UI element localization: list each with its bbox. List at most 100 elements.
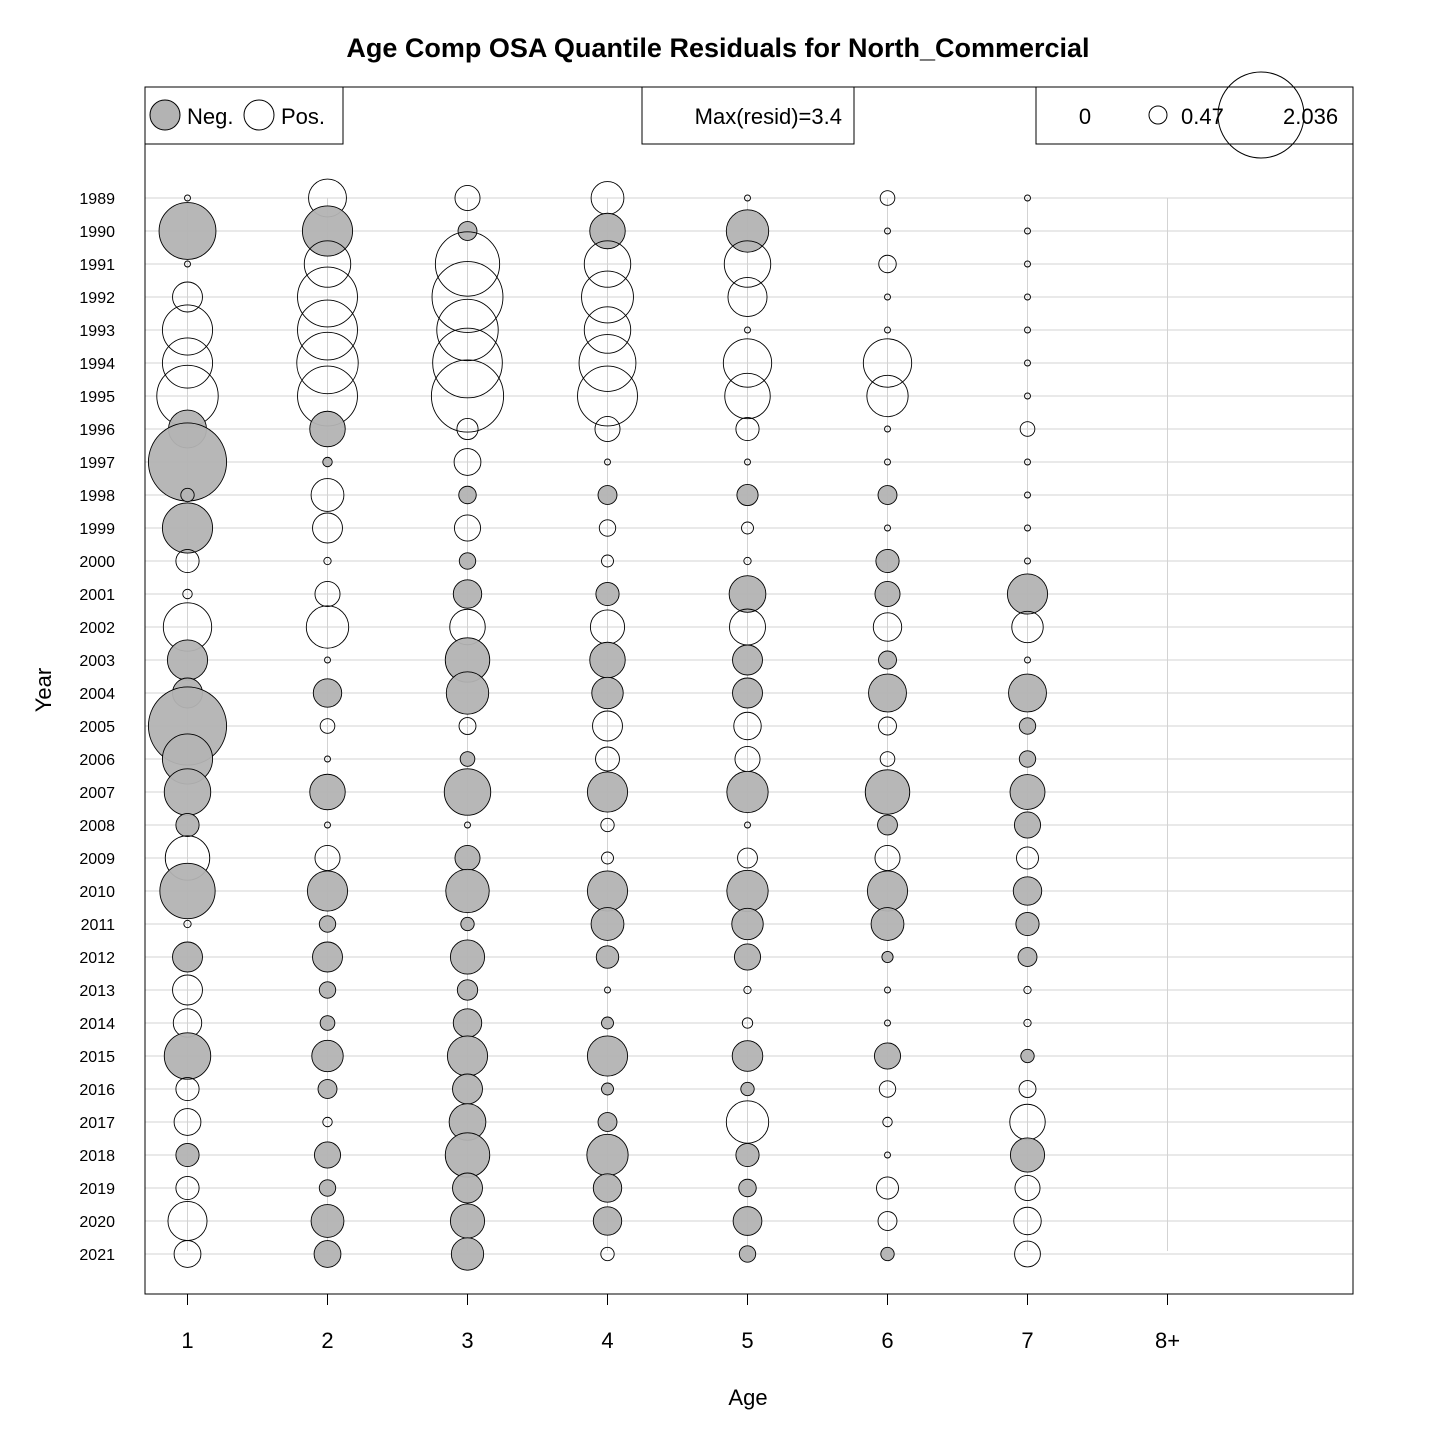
legend-pos-label: Pos. bbox=[281, 104, 325, 129]
bubble-positive bbox=[1023, 1018, 1032, 1028]
bubble-positive bbox=[296, 331, 359, 395]
bubble-negative bbox=[445, 671, 490, 715]
bubble-positive bbox=[175, 1076, 200, 1102]
bubble-negative bbox=[1017, 947, 1038, 967]
y-tick-label: 2015 bbox=[79, 1049, 115, 1066]
bubble-positive bbox=[184, 194, 191, 202]
bubble-negative bbox=[458, 485, 477, 505]
bubble-negative bbox=[457, 221, 478, 241]
bubble-negative bbox=[161, 502, 214, 554]
bubble-negative bbox=[452, 1008, 483, 1038]
x-tick-label: 1 bbox=[181, 1328, 193, 1353]
bubble-positive bbox=[592, 710, 623, 742]
bubble-positive bbox=[1016, 846, 1039, 870]
legend-neg-marker bbox=[149, 99, 181, 131]
bubble-negative bbox=[873, 1042, 902, 1070]
bubble-negative bbox=[589, 212, 626, 250]
legend-size-label-2: 2.036 bbox=[1283, 104, 1338, 129]
bubble-positive bbox=[741, 1017, 754, 1029]
bubble-negative bbox=[732, 1206, 763, 1236]
bubble-positive bbox=[1023, 985, 1032, 995]
bubble-negative bbox=[870, 907, 905, 941]
bubble-negative bbox=[456, 979, 479, 1001]
bubble-positive bbox=[744, 458, 751, 466]
bubble-negative bbox=[166, 639, 209, 681]
bubble-positive bbox=[1024, 326, 1031, 334]
bubble-negative bbox=[592, 1173, 623, 1203]
bubble-negative bbox=[738, 1245, 757, 1263]
bubble-negative bbox=[1020, 1048, 1035, 1064]
bubble-positive bbox=[173, 1108, 202, 1136]
bubble-negative bbox=[454, 845, 481, 871]
x-tick-label: 2 bbox=[321, 1328, 333, 1353]
bubble-negative bbox=[306, 870, 349, 912]
bubble-positive bbox=[175, 1175, 200, 1201]
bubble-negative bbox=[158, 202, 217, 260]
bubble-positive bbox=[434, 231, 501, 297]
bubble-positive bbox=[1024, 227, 1031, 235]
y-tick-label: 1998 bbox=[79, 488, 115, 505]
bubble-positive bbox=[878, 716, 897, 736]
bubble-positive bbox=[878, 254, 897, 274]
bubble-positive bbox=[743, 985, 752, 995]
bubble-negative bbox=[590, 907, 625, 941]
bubble-positive bbox=[1011, 610, 1044, 644]
bubble-positive bbox=[182, 588, 193, 600]
y-tick-label: 2004 bbox=[79, 686, 115, 703]
bubble-negative bbox=[1012, 876, 1043, 906]
legend-max-label: Max(resid)=3.4 bbox=[695, 104, 842, 129]
y-tick-label: 2006 bbox=[79, 752, 115, 769]
bubble-negative bbox=[1018, 717, 1037, 735]
bubble-positive bbox=[1018, 1080, 1037, 1098]
bubble-negative bbox=[586, 1133, 629, 1177]
bubble-positive bbox=[577, 365, 638, 427]
bubble-negative bbox=[452, 1073, 483, 1105]
bubble-positive bbox=[744, 326, 751, 334]
bubble-negative bbox=[449, 1203, 486, 1239]
bubble-negative bbox=[309, 773, 346, 811]
bubble-negative bbox=[458, 552, 477, 570]
bubble-negative bbox=[1009, 1137, 1046, 1173]
bubble-positive bbox=[578, 334, 637, 392]
bubble-negative bbox=[877, 814, 898, 836]
bubble-negative bbox=[597, 485, 618, 505]
y-tick-label: 1994 bbox=[79, 356, 115, 373]
y-tick-label: 2001 bbox=[79, 587, 115, 604]
bubble-positive bbox=[324, 656, 331, 664]
bubble-negative bbox=[881, 950, 894, 964]
bubble-negative bbox=[312, 941, 343, 973]
bubble-positive bbox=[744, 194, 751, 202]
bubble-negative bbox=[591, 676, 624, 710]
bubble-positive bbox=[878, 1080, 897, 1098]
bubble-positive bbox=[323, 556, 332, 566]
bubble-positive bbox=[297, 299, 358, 361]
bubble-positive bbox=[310, 478, 345, 512]
bubble-positive bbox=[454, 185, 481, 211]
bubble-positive bbox=[884, 458, 891, 466]
bubble-positive bbox=[161, 337, 214, 389]
bubble-positive bbox=[319, 718, 336, 734]
x-tick-label: 6 bbox=[881, 1328, 893, 1353]
y-tick-label: 1990 bbox=[79, 224, 115, 241]
y-tick-label: 2013 bbox=[79, 983, 115, 1000]
bubble-positive bbox=[305, 605, 350, 649]
bubble-positive bbox=[884, 425, 891, 433]
legend-neg-label: Neg. bbox=[187, 104, 233, 129]
bubble-negative bbox=[589, 641, 626, 679]
bubble-negative bbox=[601, 1016, 614, 1030]
bubble-positive bbox=[735, 416, 760, 442]
bubble-negative bbox=[586, 771, 629, 813]
bubble-negative bbox=[595, 581, 620, 607]
bubble-negative bbox=[1015, 911, 1040, 937]
y-tick-label: 2002 bbox=[79, 620, 115, 637]
bubble-positive bbox=[583, 306, 632, 354]
bubble-negative bbox=[318, 915, 337, 933]
bubble-positive bbox=[595, 746, 620, 772]
bubble-negative bbox=[736, 483, 759, 507]
bubble-negative bbox=[1013, 811, 1042, 839]
bubble-negative bbox=[595, 945, 620, 969]
bubble-negative bbox=[443, 768, 492, 816]
bubble-positive bbox=[884, 986, 891, 994]
bubble-negative bbox=[175, 1142, 200, 1168]
